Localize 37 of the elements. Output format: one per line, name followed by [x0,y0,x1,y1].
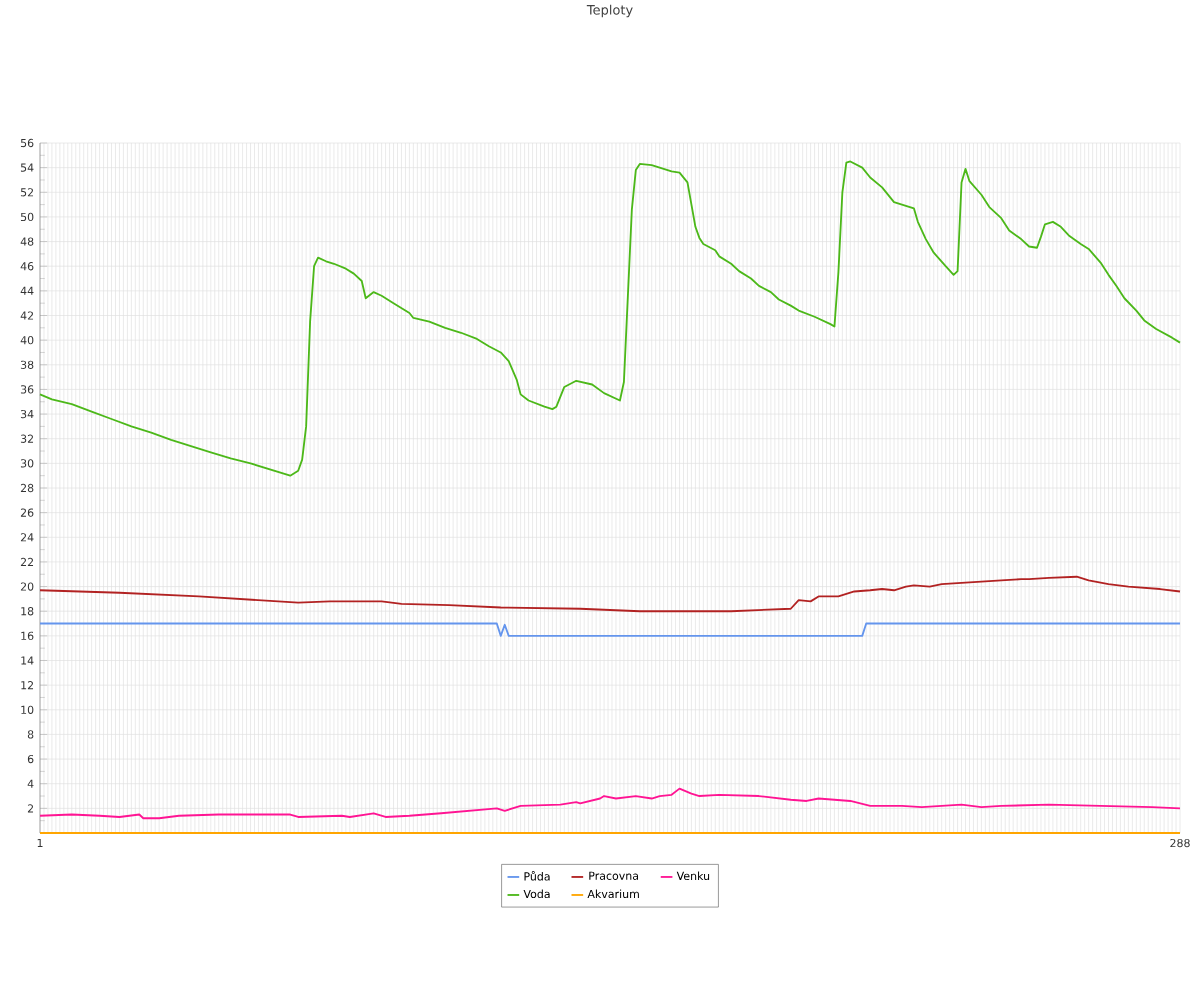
y-tick-label: 12 [21,681,34,690]
y-tick-label: 52 [20,188,34,197]
line-series [39,575,1181,613]
legend-label: Akvarium [587,889,639,899]
y-tick-label: 50 [20,212,34,222]
y-tick-label: 48 [20,237,34,246]
y-tick-label: 38 [20,360,34,369]
y-tick-label: 4 [27,779,34,788]
y-tick-label: 56 [20,138,34,148]
legend-label: Voda [523,889,550,899]
y-tick-label: 26 [20,508,34,517]
y-tick-label: 54 [20,163,34,172]
legend-label: Venku [676,871,710,881]
y-tick-label: 42 [20,311,34,320]
y-tick-label: 20 [20,582,34,591]
y-tick-label: 28 [20,483,34,493]
y-tick-label: 14 [21,656,34,665]
y-tick-label: 6 [27,754,34,764]
y-tick-label: 8 [27,730,34,739]
y-tick-label: 2 [27,804,34,813]
y-tick-label: 32 [20,434,34,443]
y-tick-label: 16 [21,631,34,641]
y-tick-label: 30 [20,459,34,468]
legend-label: Půda [524,871,550,881]
y-tick-label: 40 [20,335,34,345]
x-tick-label: 1 [37,838,43,847]
y-tick-label: 44 [20,286,34,295]
legend-label: Pracovna [589,871,638,880]
y-tick-label: 36 [20,385,34,394]
y-tick-label: 46 [20,262,34,271]
y-tick-label: 18 [21,607,34,616]
x-tick-label: 288 [1170,838,1190,848]
y-tick-label: 34 [20,409,34,419]
y-tick-label: 10 [21,705,34,714]
y-tick-label: 24 [20,533,34,542]
y-tick-label: 22 [20,557,34,567]
chart-title: Teploty [586,4,633,18]
